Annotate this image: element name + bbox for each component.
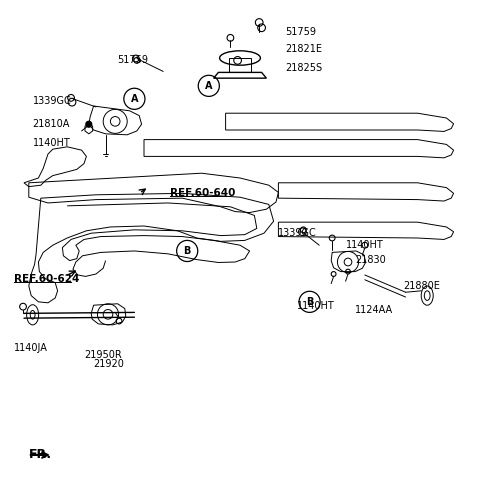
Text: 21950R: 21950R bbox=[84, 350, 122, 360]
Text: 21821E: 21821E bbox=[286, 44, 323, 54]
Circle shape bbox=[86, 122, 92, 127]
Text: FR.: FR. bbox=[29, 448, 52, 460]
Text: B: B bbox=[183, 246, 191, 256]
Text: 51759: 51759 bbox=[118, 56, 149, 66]
Text: REF.60-624: REF.60-624 bbox=[14, 274, 80, 284]
Text: A: A bbox=[131, 94, 138, 104]
Text: 51759: 51759 bbox=[286, 26, 317, 36]
Text: 21810A: 21810A bbox=[33, 119, 70, 129]
Text: A: A bbox=[205, 81, 213, 91]
Text: 1339GC: 1339GC bbox=[33, 96, 72, 106]
Text: 1339GC: 1339GC bbox=[278, 228, 317, 238]
Text: 1140HT: 1140HT bbox=[297, 301, 335, 311]
Text: 21880E: 21880E bbox=[403, 281, 440, 291]
Text: 1140JA: 1140JA bbox=[14, 344, 48, 353]
Text: 1140HT: 1140HT bbox=[33, 138, 71, 148]
Text: 1140HT: 1140HT bbox=[346, 240, 384, 250]
Text: 21830: 21830 bbox=[355, 254, 386, 264]
Text: B: B bbox=[306, 297, 313, 307]
Text: 21825S: 21825S bbox=[286, 62, 323, 72]
Text: REF.60-640: REF.60-640 bbox=[170, 188, 236, 198]
Text: 21920: 21920 bbox=[94, 359, 124, 369]
Text: 1124AA: 1124AA bbox=[355, 305, 393, 315]
